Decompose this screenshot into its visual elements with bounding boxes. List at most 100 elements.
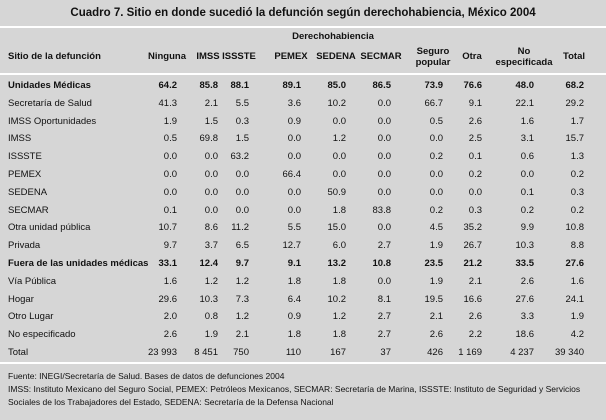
cell: 0.0	[287, 151, 301, 163]
cell: 35.2	[463, 222, 483, 234]
cell: 0.0	[204, 169, 218, 180]
cell: 15.0	[327, 222, 347, 234]
cell: 37	[380, 347, 391, 358]
cell: 9.1	[468, 97, 482, 109]
row-label: PEMEX	[8, 169, 42, 180]
column-header: Otra	[462, 51, 482, 62]
cell: 0.2	[570, 204, 584, 216]
cell: 0.0	[377, 133, 391, 145]
cell: 68.2	[565, 80, 585, 91]
cell: 1.8	[287, 275, 301, 287]
cell: 2.5	[468, 133, 482, 145]
column-header: ISSSTE	[222, 51, 256, 62]
cell: 76.6	[463, 80, 483, 91]
row-label: SEDENA	[8, 186, 48, 198]
cell: 85.8	[199, 80, 219, 91]
cell: 10.8	[372, 258, 392, 269]
cell: 0.0	[429, 186, 443, 198]
cell: 2.1	[235, 329, 249, 341]
cell: 0.5	[163, 133, 177, 145]
row-label: SECMAR	[8, 204, 49, 216]
cell: 0.5	[429, 115, 443, 127]
cell: 0.0	[235, 204, 249, 216]
row-label: Privada	[8, 240, 41, 252]
cell: 2.1	[468, 275, 482, 287]
cell: 167	[330, 347, 346, 358]
cell: 4 237	[510, 347, 534, 358]
rule	[0, 362, 606, 364]
cell: 0.0	[235, 186, 249, 198]
cell: 50.9	[327, 186, 347, 198]
cell: 3.6	[287, 97, 301, 109]
cell: 0.1	[520, 186, 534, 198]
cell: 4.5	[429, 222, 443, 234]
cell: 3.1	[520, 133, 534, 145]
cell: 0.2	[570, 169, 584, 180]
rule	[0, 73, 606, 75]
cell: 1.8	[332, 329, 346, 341]
cell: 2.6	[520, 275, 534, 287]
cell: 1.8	[287, 329, 301, 341]
cell: 0.0	[332, 169, 346, 180]
cell: 11.2	[231, 222, 249, 234]
note: IMSS: Instituto Mexicano del Seguro Soci…	[8, 384, 581, 407]
row-label: Vía Pública	[8, 275, 57, 287]
cell: 0.2	[468, 169, 482, 180]
cell: 1.2	[332, 311, 346, 323]
cell: 0.0	[520, 169, 534, 180]
cell: 4.2	[570, 329, 584, 341]
cell: 0.0	[287, 186, 301, 198]
cell: 2.7	[377, 329, 391, 341]
notes: Fuente: INEGI/Secretaría de Salud. Bases…	[8, 370, 600, 409]
cell: 2.6	[468, 115, 482, 127]
cell: 426	[427, 347, 443, 358]
cell: 0.2	[429, 204, 443, 216]
cell: 22.1	[515, 97, 535, 109]
cell: 29.2	[565, 97, 585, 109]
row-label: Total	[8, 347, 29, 358]
cell: 85.0	[327, 80, 347, 91]
cell: 0.0	[332, 151, 346, 163]
cell: 69.8	[199, 133, 219, 145]
cell: 2.6	[163, 329, 177, 341]
cell: 2.7	[377, 311, 391, 323]
column-header: IMSS	[196, 51, 220, 62]
cell: 83.8	[372, 204, 392, 216]
cell: 66.4	[282, 169, 302, 180]
column-header: Sitio de la defunción	[8, 51, 101, 62]
cell: 10.3	[515, 240, 535, 252]
cell: 1.2	[235, 311, 249, 323]
cell: 12.7	[282, 240, 302, 252]
cell: 23 993	[147, 347, 177, 358]
cell: 10.2	[327, 97, 347, 109]
cell: 0.0	[204, 204, 218, 216]
cell: 8.8	[570, 240, 584, 252]
row-label: IMSS Oportunidades	[8, 115, 97, 127]
cell: 0.0	[287, 133, 301, 145]
column-header: Total	[563, 51, 585, 62]
cell: 0.1	[163, 204, 177, 216]
note: Fuente: INEGI/Secretaría de Salud. Bases…	[8, 371, 285, 381]
cell: 3.3	[520, 311, 534, 323]
cell: 1.3	[570, 151, 584, 163]
cell: 6.4	[287, 293, 301, 305]
cell: 1.6	[520, 115, 534, 127]
cell: 1.8	[332, 204, 346, 216]
cell: 0.0	[332, 115, 346, 127]
cell: 39 340	[554, 347, 584, 358]
row-label: Fuera de las unidades médicas	[8, 258, 149, 269]
cell: 7.3	[235, 293, 249, 305]
cell: 23.5	[424, 258, 444, 269]
cell: 0.6	[520, 151, 534, 163]
cell: 0.0	[377, 186, 391, 198]
cell: 16.6	[463, 293, 483, 305]
cell: 0.0	[377, 222, 391, 234]
cell: 8.1	[377, 293, 391, 305]
cell: 5.5	[287, 222, 301, 234]
column-header: PEMEX	[274, 51, 308, 62]
cell: 5.5	[235, 97, 249, 109]
cell: 27.6	[565, 258, 585, 269]
cell: 86.5	[372, 80, 392, 91]
cell: 0.0	[377, 151, 391, 163]
